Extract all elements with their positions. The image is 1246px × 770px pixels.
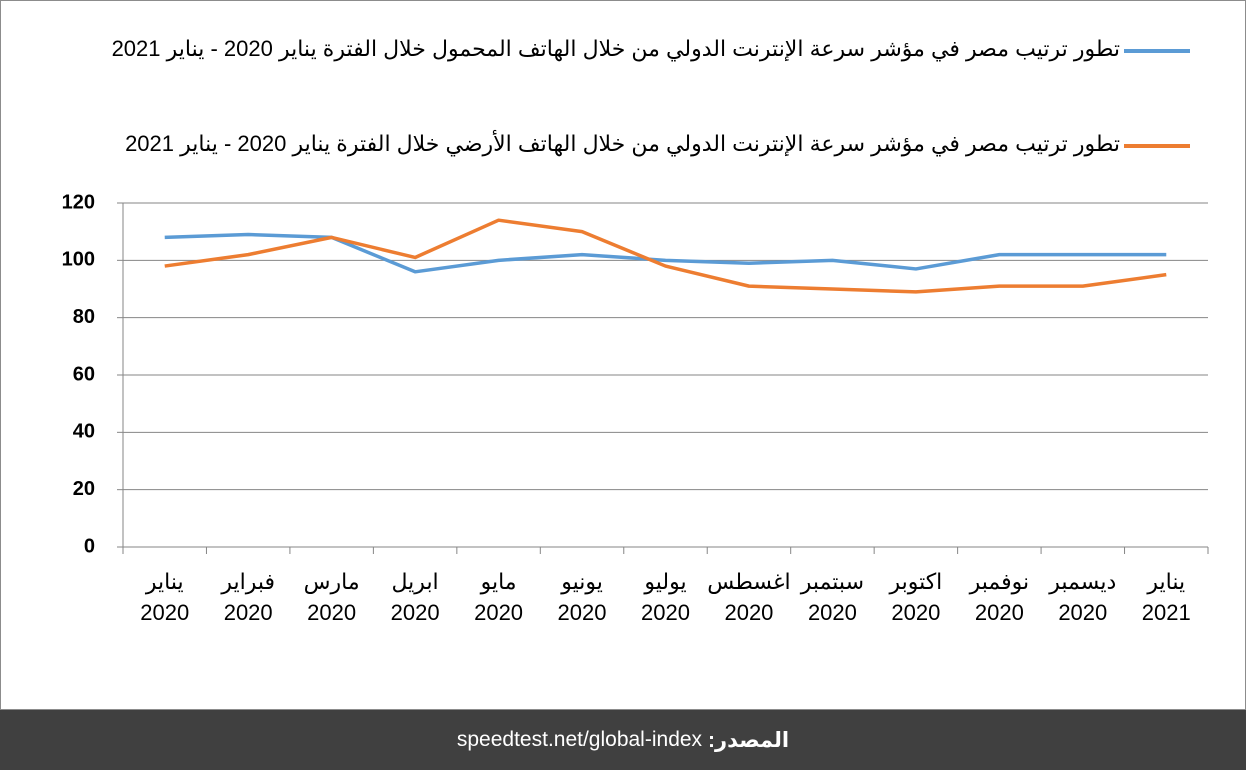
legend-text: تطور ترتيب مصر في مؤشر سرعة الإنترنت الد… bbox=[111, 36, 1120, 61]
x-tick-label: اكتوبر 2020 bbox=[889, 569, 943, 625]
footer-label: المصدر: bbox=[708, 728, 790, 752]
y-tick-label: 100 bbox=[62, 249, 95, 271]
x-tick-label: يناير 2021 bbox=[1141, 569, 1191, 625]
y-tick-label: 20 bbox=[73, 478, 95, 500]
y-tick-label: 60 bbox=[73, 363, 95, 385]
y-tick-label: 120 bbox=[62, 191, 95, 213]
x-tick-label: ديسمبر 2020 bbox=[1049, 569, 1117, 625]
chart: 0 20 40 60 80 100 120 bbox=[62, 49, 1209, 557]
series-line bbox=[164, 218, 1167, 294]
y-tick-label: 80 bbox=[73, 306, 95, 328]
x-tick-label: فبراير 2020 bbox=[221, 569, 276, 625]
x-tick-label: مايو 2020 bbox=[474, 569, 524, 625]
y-tick-label: 40 bbox=[73, 421, 95, 443]
x-tick-label: ابريل 2020 bbox=[390, 569, 440, 625]
footer: المصدر: speedtest.net/global-index bbox=[0, 710, 1246, 770]
x-tick-label: سبتمبر 2020 bbox=[800, 569, 865, 625]
footer-text: speedtest.net/global-index bbox=[456, 728, 703, 751]
x-tick-label: يونيو 2020 bbox=[557, 569, 607, 625]
legend-text: تطور ترتيب مصر في مؤشر سرعة الإنترنت الد… bbox=[125, 131, 1120, 156]
x-tick-label: مارس 2020 bbox=[303, 569, 360, 625]
x-tick-label: نوفمبر 2020 bbox=[969, 569, 1030, 625]
x-tick-label: يوليو 2020 bbox=[641, 569, 690, 625]
x-tick-label: يناير 2020 bbox=[140, 569, 190, 625]
y-tick-label: 0 bbox=[84, 535, 95, 557]
x-tick-label: اغسطس 2020 bbox=[707, 569, 791, 625]
